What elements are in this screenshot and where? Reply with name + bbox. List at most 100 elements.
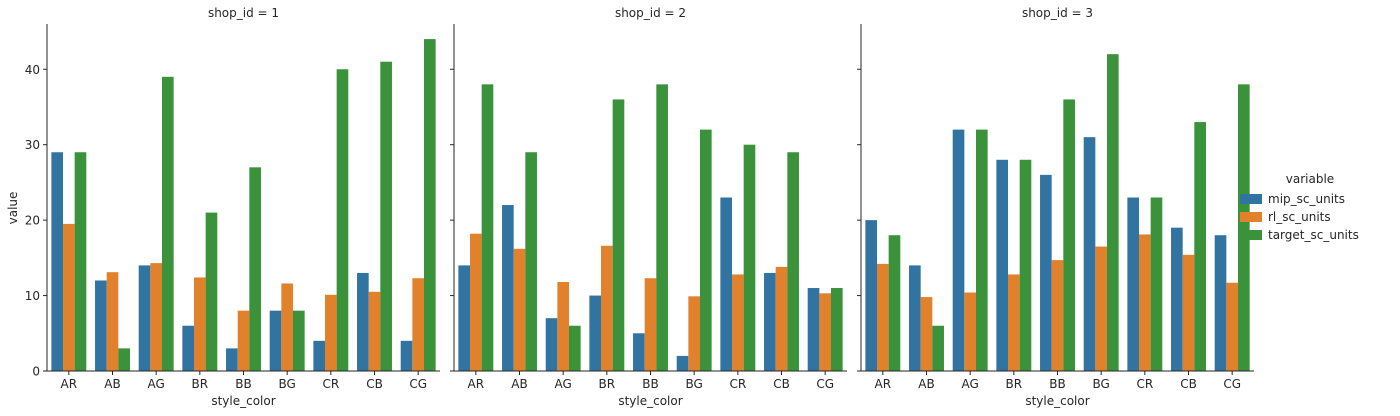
- x-tick-label: AR: [875, 377, 892, 391]
- bar-target_sc_units-BB: [656, 84, 668, 371]
- bar-mip_sc_units-AR: [51, 152, 64, 371]
- bar-target_sc_units-AR: [74, 152, 87, 371]
- bar-mip_sc_units-AG: [952, 129, 965, 371]
- bar-target_sc_units-CR: [336, 69, 349, 372]
- panel-3: shop_id = 3 AR AB AG BR BB BG CR CB CG style_color: [857, 6, 1254, 408]
- panel-title: shop_id = 2: [615, 6, 686, 20]
- x-axis-label: style_color: [1025, 394, 1089, 408]
- legend-label: target_sc_units: [1268, 228, 1359, 242]
- bar-mip_sc_units-AG: [545, 318, 558, 371]
- bar-mip_sc_units-AR: [458, 265, 471, 371]
- bar-rl_sc_units-BG: [688, 296, 700, 371]
- x-tick-label: AB: [104, 377, 120, 391]
- bar-target_sc_units-BB: [1063, 99, 1075, 371]
- legend: variable mip_sc_units rl_sc_units target_sc…: [1240, 172, 1359, 242]
- bar-target_sc_units-BG: [1106, 54, 1119, 371]
- bar-mip_sc_units-CR: [720, 197, 733, 371]
- bar-rl_sc_units-AB: [106, 272, 119, 371]
- panel-2: shop_id = 2 AR AB AG BR BB BG CR CB CG style_color: [450, 6, 847, 408]
- bar-target_sc_units-BG: [699, 129, 712, 371]
- x-tick-label: CR: [1136, 377, 1153, 391]
- bar-target_sc_units-CB: [787, 152, 799, 371]
- bar-rl_sc_units-AB: [513, 248, 526, 371]
- y-tick-label: 40: [25, 63, 40, 77]
- legend-label: rl_sc_units: [1268, 210, 1331, 224]
- bar-target_sc_units-CG: [423, 39, 436, 372]
- bar-mip_sc_units-BR: [589, 295, 602, 371]
- bar-target_sc_units-AG: [568, 325, 581, 371]
- bar-mip_sc_units-CB: [357, 272, 369, 371]
- bar-rl_sc_units-AG: [964, 292, 976, 371]
- legend-label: mip_sc_units: [1268, 192, 1345, 206]
- bar-target_sc_units-BG: [292, 310, 305, 371]
- bar-target_sc_units-AB: [932, 325, 944, 371]
- bar-rl_sc_units-AR: [63, 223, 75, 371]
- bar-mip_sc_units-BB: [633, 333, 645, 371]
- bar-target_sc_units-BB: [249, 167, 261, 371]
- bar-rl_sc_units-CG: [412, 278, 424, 371]
- x-tick-label: CB: [366, 377, 383, 391]
- bar-rl_sc_units-BR: [194, 277, 206, 371]
- x-tick-label: BG: [686, 377, 703, 391]
- x-tick-label: CB: [773, 377, 790, 391]
- x-tick-label: AG: [962, 377, 979, 391]
- bar-target_sc_units-CG: [830, 288, 843, 371]
- x-tick-label: BB: [235, 377, 251, 391]
- panel-title: shop_id = 3: [1022, 6, 1093, 20]
- bar-rl_sc_units-BR: [601, 245, 613, 371]
- bar-mip_sc_units-BB: [1040, 174, 1052, 371]
- x-tick-label: BB: [642, 377, 658, 391]
- panel-title: shop_id = 1: [208, 6, 279, 20]
- bar-rl_sc_units-AG: [557, 281, 569, 371]
- bar-mip_sc_units-BG: [269, 310, 282, 371]
- bar-mip_sc_units-AB: [502, 205, 514, 371]
- bar-rl_sc_units-AB: [920, 297, 933, 371]
- x-tick-label: CG: [816, 377, 834, 391]
- y-tick-label: 20: [25, 214, 40, 228]
- y-tick-label: 0: [32, 365, 40, 379]
- bar-rl_sc_units-BG: [1095, 246, 1107, 371]
- bar-target_sc_units-CR: [1150, 197, 1163, 371]
- bar-rl_sc_units-CB: [1182, 254, 1195, 371]
- x-tick-label: BR: [599, 377, 616, 391]
- bar-mip_sc_units-BB: [226, 348, 238, 371]
- bar-mip_sc_units-BR: [996, 159, 1009, 371]
- bar-target_sc_units-BR: [205, 212, 218, 371]
- y-axis-label: value: [6, 192, 20, 225]
- x-axis-label: style_color: [618, 394, 682, 408]
- bar-rl_sc_units-CR: [732, 274, 744, 371]
- bar-mip_sc_units-CB: [764, 272, 776, 371]
- bar-mip_sc_units-BG: [1083, 137, 1096, 371]
- bar-target_sc_units-AB: [118, 348, 130, 371]
- bar-rl_sc_units-AR: [877, 263, 889, 371]
- y-tick-label: 10: [25, 289, 40, 303]
- x-tick-label: CG: [409, 377, 427, 391]
- bar-rl_sc_units-CR: [325, 294, 337, 371]
- bar-target_sc_units-AR: [888, 235, 901, 371]
- bar-rl_sc_units-AR: [470, 233, 482, 371]
- legend-swatch-target_sc_units: [1240, 230, 1262, 240]
- bar-target_sc_units-CB: [1194, 122, 1206, 371]
- x-tick-label: AB: [918, 377, 934, 391]
- bar-target_sc_units-BR: [612, 99, 625, 371]
- y-tick-label: 30: [25, 138, 40, 152]
- bar-rl_sc_units-CR: [1139, 234, 1151, 371]
- x-tick-label: BG: [1093, 377, 1110, 391]
- panels: shop_id = 1 0 10 20 30 40 AR AB AG BR BB BG CR CB CG st…: [25, 6, 1254, 408]
- bar-mip_sc_units-CB: [1171, 227, 1183, 371]
- panel-1: shop_id = 1 0 10 20 30 40 AR AB AG BR BB BG CR CB CG st…: [25, 6, 440, 408]
- x-tick-label: BR: [1006, 377, 1023, 391]
- bar-target_sc_units-BR: [1019, 159, 1032, 371]
- legend-swatch-rl_sc_units: [1240, 212, 1262, 222]
- bar-mip_sc_units-CG: [1214, 235, 1227, 371]
- bar-target_sc_units-AG: [161, 76, 174, 371]
- bar-mip_sc_units-AG: [138, 265, 151, 371]
- bar-rl_sc_units-BB: [237, 310, 250, 371]
- bar-mip_sc_units-AB: [95, 280, 107, 371]
- bar-target_sc_units-CR: [743, 144, 756, 371]
- bar-rl_sc_units-BB: [644, 278, 657, 371]
- x-tick-label: BG: [279, 377, 296, 391]
- x-tick-label: AG: [148, 377, 165, 391]
- bar-rl_sc_units-BG: [281, 283, 293, 371]
